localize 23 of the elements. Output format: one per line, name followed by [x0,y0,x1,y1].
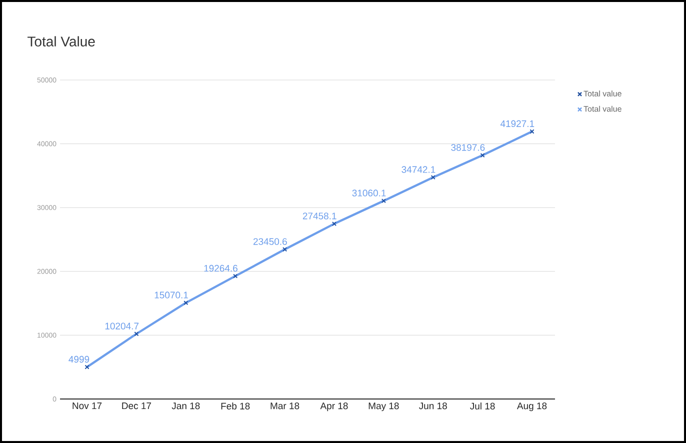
data-label: 27458.1 [302,212,336,220]
data-label: 15070.1 [154,292,188,298]
data-label: 41927.1 [500,120,534,128]
data-label: 34742.1 [402,166,436,173]
x-tick-label: Jan 18 [172,402,200,410]
x-tick-label: Apr 18 [320,402,348,412]
data-label: 31060.1 [352,190,386,196]
legend-label: Total value [584,90,622,96]
data-label: 10204.7 [105,322,139,330]
data-label: 19264.6 [204,264,238,272]
x-tick-label: Aug 18 [516,402,547,412]
data-label: 38197.6 [451,144,485,151]
x-tick-label: Jul 18 [470,402,495,410]
x-tick-label: Dec 17 [122,402,152,410]
x-tick-label: Feb 18 [221,402,250,410]
chart-title: Total Value [28,36,95,46]
x-tick-label: Mar 18 [270,402,300,410]
legend-label: Total value [584,106,622,112]
x-tick-label: Nov 17 [72,402,102,410]
data-label: 23450.6 [253,238,287,245]
data-label: 4999 [68,356,90,363]
x-tick-label: Jun 18 [419,402,447,410]
x-tick-label: May 18 [368,402,399,412]
